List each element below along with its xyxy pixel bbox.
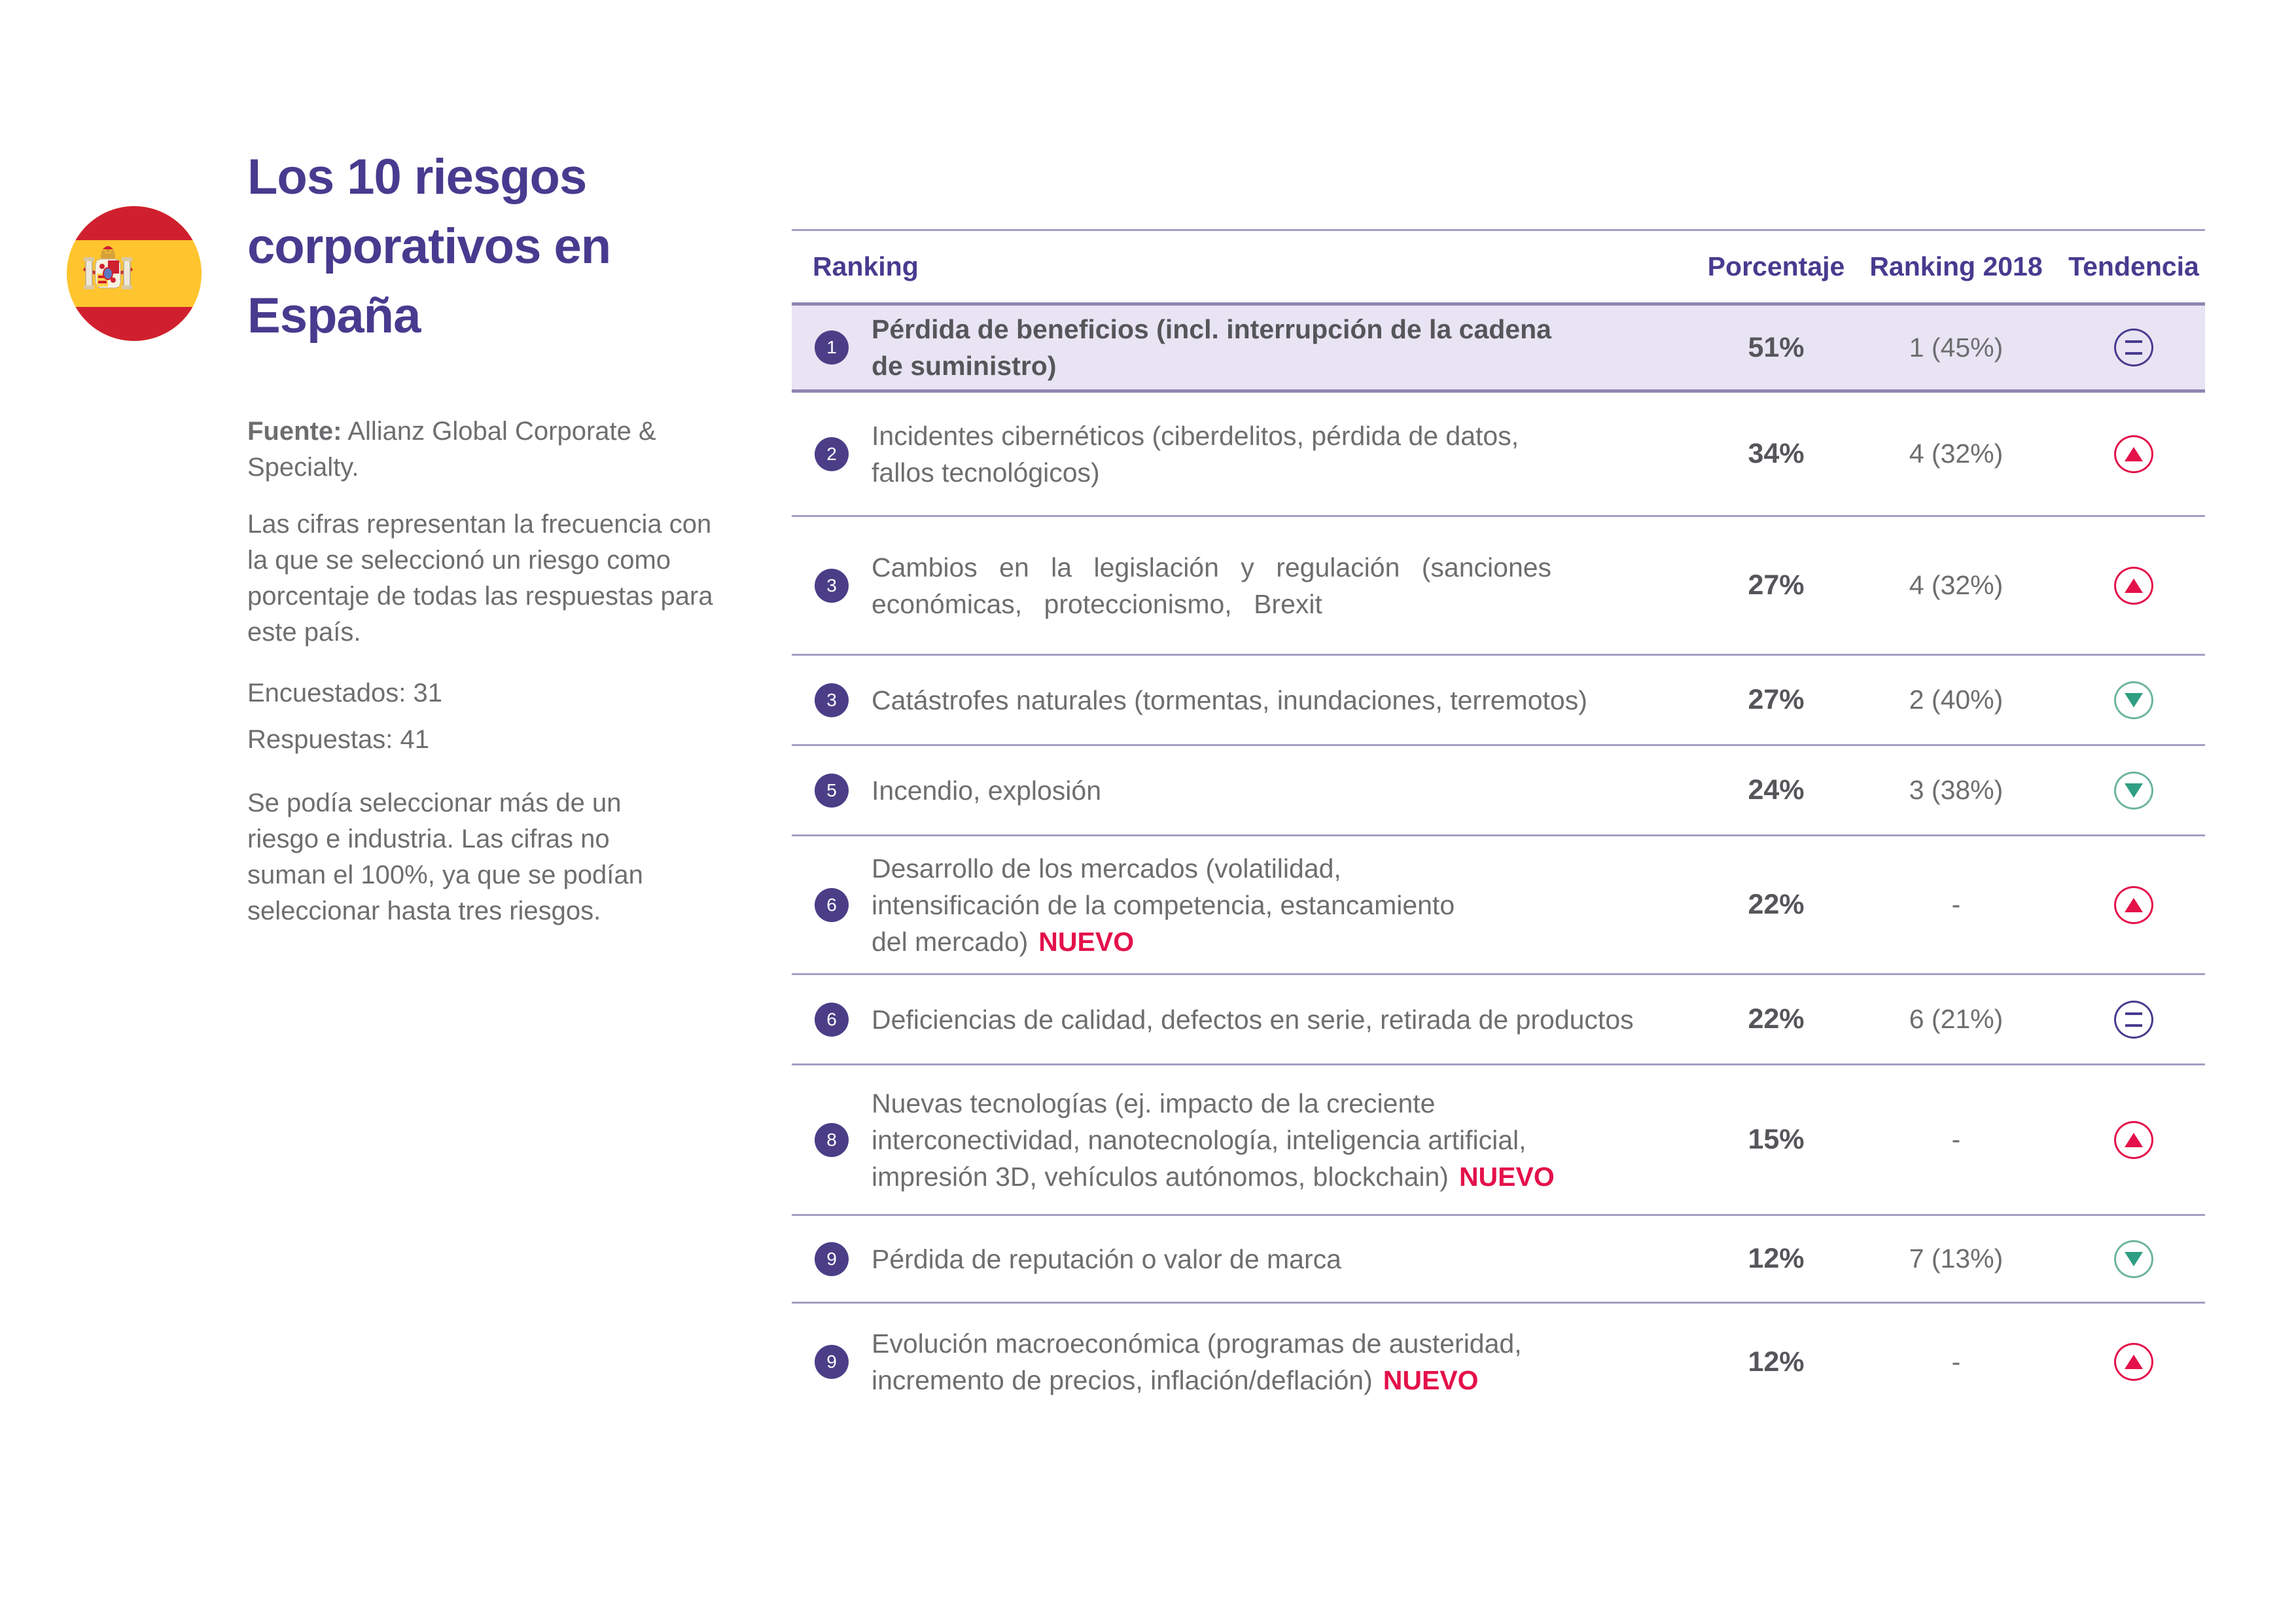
header-ranking: Ranking bbox=[813, 251, 919, 281]
percentage-value: 15% bbox=[1748, 1124, 1805, 1155]
risk-description: Nuevas tecnologías (ej. impacto de la cr… bbox=[872, 1088, 1527, 1192]
ranking-2018-value: 3 (38%) bbox=[1909, 775, 2004, 805]
table-row: 3 Cambios en la legislación y regulación… bbox=[792, 517, 2205, 656]
ranking-2018-value: 6 (21%) bbox=[1909, 1004, 2004, 1034]
risk-ranking-table: Ranking Porcentaje Ranking 2018 Tendenci… bbox=[792, 229, 2205, 1420]
trend-icon bbox=[2114, 885, 2153, 924]
table-row: 3 Catástrofes naturales (tormentas, inun… bbox=[792, 656, 2205, 746]
table-row: 8 Nuevas tecnologías (ej. impacto de la … bbox=[792, 1065, 2205, 1216]
rank-badge: 6 bbox=[815, 887, 849, 922]
rank-badge: 5 bbox=[815, 773, 849, 808]
table-header-row: Ranking Porcentaje Ranking 2018 Tendenci… bbox=[792, 229, 2205, 302]
percentage-value: 12% bbox=[1748, 1243, 1805, 1274]
rank-badge: 6 bbox=[815, 1002, 849, 1037]
risk-description: Incendio, explosión bbox=[872, 775, 1102, 806]
header-porcentaje: Porcentaje bbox=[1707, 251, 1845, 281]
rank-badge: 3 bbox=[815, 568, 849, 603]
risk-description: Incidentes cibernéticos (ciberdelitos, p… bbox=[872, 420, 1519, 488]
page-title: Los 10 riesgos corporativos en España bbox=[247, 149, 611, 344]
ranking-2018-value: - bbox=[1951, 889, 1961, 919]
methodology-note: Las cifras representan la frecuencia con… bbox=[247, 510, 713, 647]
rank-badge: 3 bbox=[815, 683, 849, 717]
notes-panel: Fuente: Allianz Global Corporate & Speci… bbox=[247, 414, 810, 929]
risk-description: Cambios en la legislación y regulación (… bbox=[872, 552, 1552, 619]
rank-badge: 1 bbox=[815, 330, 849, 365]
trend-icon bbox=[2114, 1000, 2153, 1039]
rank-badge: 8 bbox=[815, 1122, 849, 1157]
trend-icon bbox=[2114, 329, 2153, 366]
risk-description: Pérdida de reputación o valor de marca bbox=[872, 1243, 1341, 1274]
new-badge: NUEVO bbox=[1383, 1365, 1479, 1395]
table-row: 9 Pérdida de reputación o valor de marca… bbox=[792, 1216, 2205, 1304]
ranking-2018-value: 4 (32%) bbox=[1909, 570, 2004, 600]
source-note: Fuente: Allianz Global Corporate & Speci… bbox=[247, 414, 810, 486]
table-row: 6 Deficiencias de calidad, defectos en s… bbox=[792, 975, 2205, 1065]
spain-flag-icon bbox=[67, 206, 202, 341]
trend-icon bbox=[2114, 1120, 2153, 1159]
risk-description: Pérdida de beneficios (incl. interrupció… bbox=[872, 314, 1551, 381]
rank-badge: 9 bbox=[815, 1345, 849, 1379]
header-ranking-2018: Ranking 2018 bbox=[1869, 251, 2043, 281]
percentage-value: 22% bbox=[1748, 889, 1805, 920]
trend-icon bbox=[2114, 1343, 2153, 1381]
risk-description: Desarrollo de los mercados (volatilidad,… bbox=[872, 853, 1455, 957]
header-tendencia: Tendencia bbox=[2068, 251, 2199, 281]
responses-note: Respuestas: 41 bbox=[247, 725, 429, 754]
rank-badge: 9 bbox=[815, 1241, 849, 1276]
source-text: Allianz Global Corporate & Specialty. bbox=[247, 417, 656, 482]
source-label: Fuente: bbox=[247, 417, 342, 446]
trend-icon bbox=[2114, 435, 2153, 473]
trend-icon bbox=[2114, 566, 2153, 605]
ranking-2018-value: - bbox=[1951, 1124, 1961, 1154]
percentage-value: 27% bbox=[1748, 569, 1805, 601]
percentage-value: 34% bbox=[1748, 438, 1805, 469]
trend-icon bbox=[2114, 771, 2153, 810]
risk-description: Deficiencias de calidad, defectos en ser… bbox=[872, 1004, 1634, 1035]
respondents-note: Encuestados: 31 bbox=[247, 679, 442, 707]
ranking-2018-value: 7 (13%) bbox=[1909, 1243, 2004, 1274]
rank-badge: 2 bbox=[815, 437, 849, 471]
table-row: 2 Incidentes cibernéticos (ciberdelitos,… bbox=[792, 393, 2205, 517]
spain-coat-of-arms bbox=[83, 246, 133, 289]
new-badge: NUEVO bbox=[1038, 926, 1135, 957]
table-row: 1 Pérdida de beneficios (incl. interrupc… bbox=[792, 302, 2205, 393]
ranking-2018-value: - bbox=[1951, 1346, 1961, 1377]
trend-icon bbox=[2114, 681, 2153, 719]
percentage-value: 51% bbox=[1748, 331, 1805, 363]
risk-description: Evolución macroeconómica (programas de a… bbox=[872, 1329, 1522, 1395]
table-row: 5 Incendio, explosión 24% 3 (38%) bbox=[792, 746, 2205, 836]
table-row: 6 Desarrollo de los mercados (volatilida… bbox=[792, 836, 2205, 975]
percentage-value: 27% bbox=[1748, 684, 1805, 715]
percentage-value: 22% bbox=[1748, 1003, 1805, 1035]
percentage-value: 24% bbox=[1748, 774, 1805, 806]
new-badge: NUEVO bbox=[1458, 1161, 1555, 1192]
table-row: 9 Evolución macroeconómica (programas de… bbox=[792, 1304, 2205, 1420]
ranking-2018-value: 1 (45%) bbox=[1909, 332, 2004, 363]
ranking-2018-value: 4 (32%) bbox=[1909, 438, 2004, 469]
ranking-2018-value: 2 (40%) bbox=[1909, 685, 2004, 715]
selection-note: Se podía seleccionar más de un riesgo e … bbox=[247, 789, 643, 925]
percentage-value: 12% bbox=[1748, 1346, 1805, 1378]
trend-icon bbox=[2114, 1240, 2153, 1278]
risk-description: Catástrofes naturales (tormentas, inunda… bbox=[872, 685, 1587, 715]
